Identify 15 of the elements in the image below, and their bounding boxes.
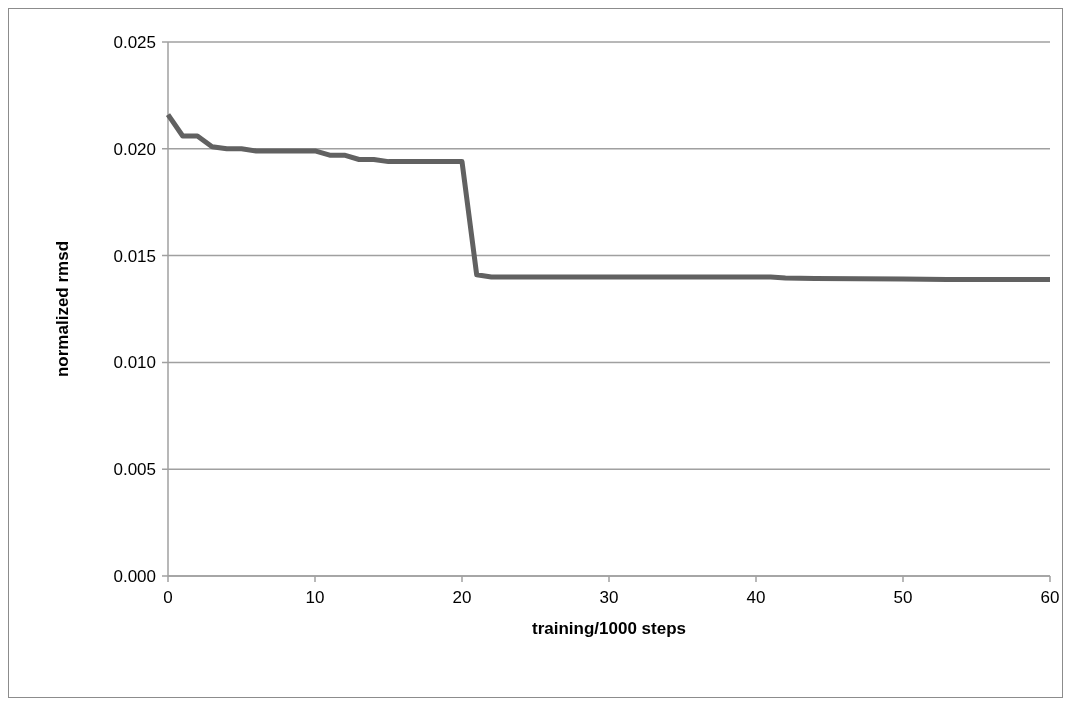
x-tick-label: 0 xyxy=(163,588,173,607)
y-tick-label: 0.000 xyxy=(113,567,156,586)
y-tick-label: 0.015 xyxy=(113,246,156,266)
x-tick-label: 30 xyxy=(599,588,619,607)
x-axis-title: training/1000 steps xyxy=(531,619,687,638)
y-tick-label: 0.010 xyxy=(113,353,156,373)
y-axis-title: normalized rmsd xyxy=(53,240,72,378)
y-tick-label: 0.020 xyxy=(113,139,156,159)
x-tick-label: 50 xyxy=(893,588,913,607)
y-tick-label: 0.005 xyxy=(113,460,156,480)
x-tick-label: 20 xyxy=(452,588,472,607)
x-tick-label: 10 xyxy=(305,588,325,607)
x-tick-label: 40 xyxy=(746,588,766,607)
y-tick-label: 0.025 xyxy=(113,33,156,52)
x-tick-label: 60 xyxy=(1040,588,1060,607)
